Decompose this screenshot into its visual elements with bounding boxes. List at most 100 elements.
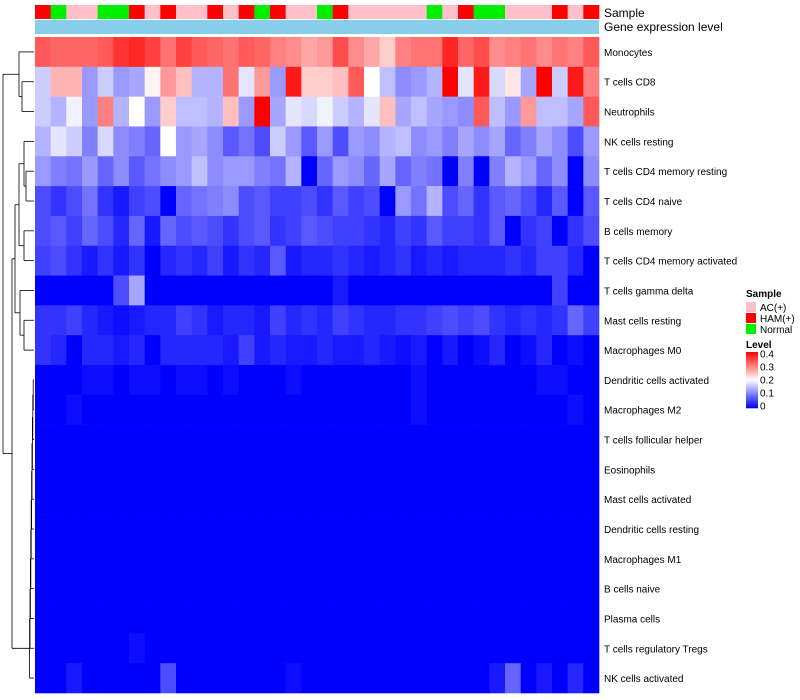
legend-gradient-step — [746, 406, 758, 409]
heatmap-cell — [379, 66, 396, 97]
heatmap-cell — [238, 573, 255, 604]
heatmap-cell — [505, 573, 521, 604]
heatmap-cell — [552, 484, 568, 515]
heatmap-cell — [332, 215, 349, 247]
legend-gradient-step — [746, 396, 758, 399]
heatmap-cell — [129, 37, 145, 68]
heatmap-cell — [411, 37, 427, 68]
sample-annotation-cell — [113, 5, 130, 19]
heatmap-cell — [66, 37, 83, 68]
sample-annotation-cell — [567, 5, 584, 19]
heatmap-cell — [254, 275, 271, 306]
heatmap-cell — [97, 96, 114, 127]
heatmap-cell — [364, 275, 380, 306]
heatmap-cell — [97, 66, 114, 97]
heatmap-cell — [567, 245, 584, 276]
heatmap-cell — [113, 424, 130, 455]
heatmap-cell — [66, 66, 83, 97]
heatmap-cell — [191, 454, 208, 485]
heatmap-cell — [583, 305, 600, 336]
heatmap-cell — [567, 66, 584, 97]
heatmap-cell — [160, 394, 177, 425]
heatmap-cell — [567, 663, 584, 694]
heatmap-cell — [458, 186, 474, 217]
heatmap-cell — [332, 394, 349, 425]
sample-annotation-cell — [285, 5, 302, 19]
heatmap-cell — [82, 126, 98, 157]
heatmap-cell — [505, 126, 521, 157]
heatmap-cell — [254, 66, 271, 97]
heatmap-cell — [285, 245, 302, 276]
heatmap-cell — [66, 454, 83, 485]
heatmap-cell — [536, 126, 553, 157]
sample-annotation-cell — [301, 5, 318, 19]
heatmap-cell — [301, 663, 318, 694]
row-label: T cells CD4 naive — [604, 197, 683, 208]
heatmap-cell — [567, 215, 584, 247]
heatmap-cell — [317, 215, 333, 247]
heatmap-cell — [395, 215, 412, 247]
heatmap-cell — [50, 394, 67, 425]
heatmap-cell — [395, 66, 412, 97]
heatmap-cell — [473, 156, 490, 187]
legend-item-label: Normal — [760, 325, 792, 336]
heatmap-cell — [191, 394, 208, 425]
row-label: Monocytes — [604, 48, 652, 59]
heatmap-cell — [505, 633, 521, 664]
heatmap-cell — [285, 514, 302, 545]
heatmap-cell — [348, 156, 365, 187]
heatmap-cell — [144, 365, 161, 396]
heatmap-cell — [176, 603, 192, 634]
heatmap-cell — [176, 245, 192, 276]
heatmap-cell — [505, 543, 521, 575]
heatmap-cell — [567, 394, 584, 425]
heatmap-cell — [458, 215, 474, 247]
heatmap-cell — [223, 514, 239, 545]
sample-annotation-cell — [176, 5, 192, 19]
heatmap-cell — [270, 37, 286, 68]
heatmap-cell — [520, 484, 537, 515]
heatmap-cell — [458, 335, 474, 366]
heatmap-cell — [583, 365, 600, 396]
heatmap-cell — [442, 365, 459, 396]
heatmap-cell — [505, 305, 521, 336]
heatmap-cell — [442, 514, 459, 545]
sample-annotation-cell — [489, 5, 506, 19]
heatmap-cell — [411, 365, 427, 396]
heatmap-cell — [536, 543, 553, 575]
heatmap-cell — [66, 394, 83, 425]
heatmap-cell — [82, 305, 98, 336]
heatmap-cell — [66, 305, 83, 336]
heatmap-cell — [66, 633, 83, 664]
heatmap-cell — [583, 186, 600, 217]
heatmap-cell — [583, 37, 600, 68]
heatmap-cell — [160, 543, 177, 575]
heatmap-cell — [332, 543, 349, 575]
heatmap-cell — [223, 37, 239, 68]
heatmap-cell — [395, 96, 412, 127]
heatmap-cell — [458, 245, 474, 276]
heatmap-cell — [270, 275, 286, 306]
heatmap-cell — [520, 215, 537, 247]
heatmap-cell — [223, 275, 239, 306]
heatmap-cell — [411, 215, 427, 247]
heatmap-cell — [113, 603, 130, 634]
heatmap-cell — [458, 275, 474, 306]
heatmap-cell — [489, 543, 506, 575]
heatmap-cell — [473, 186, 490, 217]
heatmap-cell — [223, 215, 239, 247]
heatmap-cell — [473, 484, 490, 515]
heatmap-cell — [144, 633, 161, 664]
heatmap-cell — [129, 424, 145, 455]
heatmap-cell — [458, 454, 474, 485]
heatmap-cell — [505, 514, 521, 545]
heatmap-cell — [50, 454, 67, 485]
sample-annotation-label: Sample — [604, 6, 645, 20]
heatmap-cell — [567, 186, 584, 217]
heatmap-cell — [583, 663, 600, 694]
heatmap-cell — [191, 66, 208, 97]
heatmap-cell — [536, 394, 553, 425]
heatmap-cell — [301, 543, 318, 575]
heatmap-cell — [505, 424, 521, 455]
